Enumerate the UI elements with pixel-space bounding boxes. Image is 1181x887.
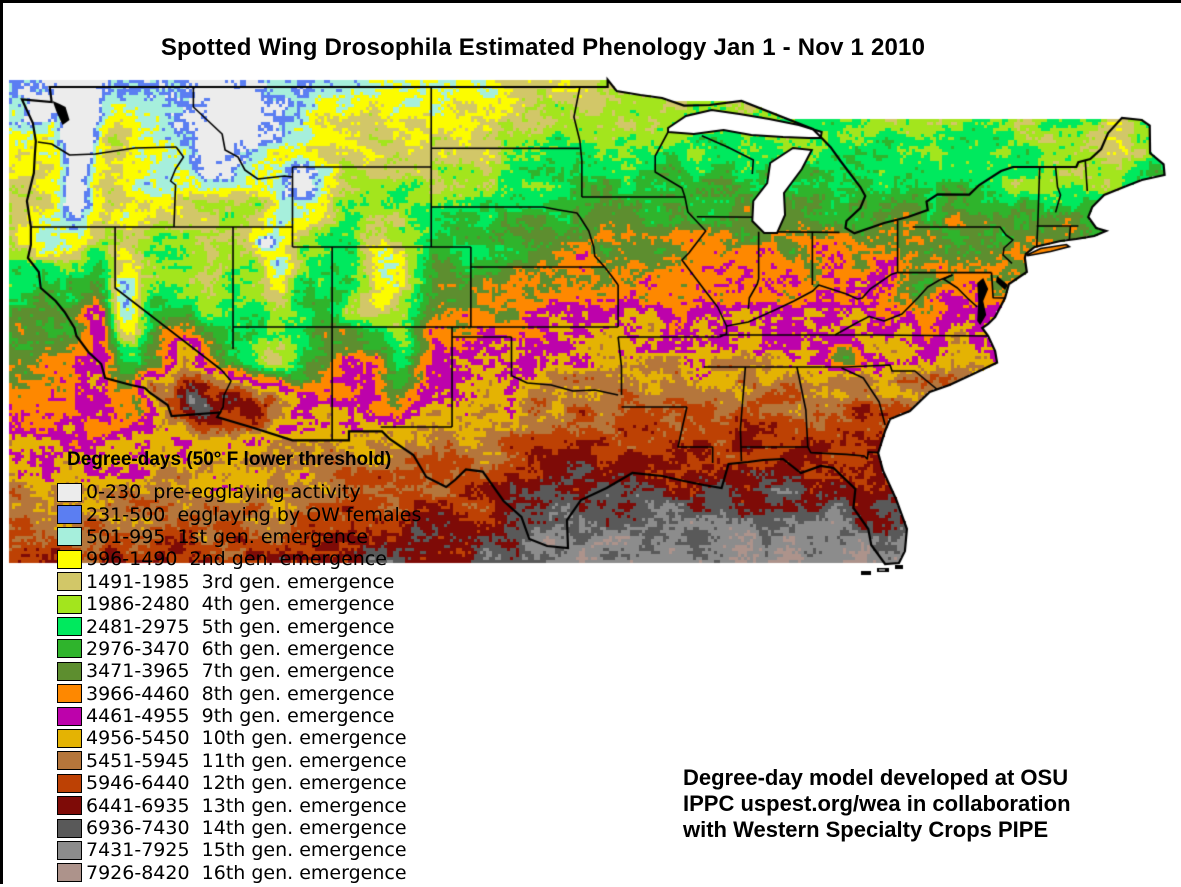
legend-item: 0-230 pre-egglaying activity [57, 481, 421, 503]
legend-item: 1491-1985 3rd gen. emergence [57, 571, 421, 593]
legend-swatch [57, 840, 82, 860]
legend-item: 3471-3965 7th gen. emergence [57, 660, 421, 682]
legend-swatch [57, 572, 82, 592]
credit-line: Degree-day model developed at OSU [683, 765, 1069, 790]
legend-label: 6441-6935 13th gen. emergence [86, 794, 407, 817]
legend-item: 4956-5450 10th gen. emergence [57, 727, 421, 749]
legend-item: 5946-6440 12th gen. emergence [57, 772, 421, 794]
legend-label: 0-230 pre-egglaying activity [86, 481, 361, 504]
legend-item: 5451-5945 11th gen. emergence [57, 750, 421, 772]
legend-label: 3966-4460 8th gen. emergence [86, 682, 395, 705]
legend-swatch [57, 751, 82, 771]
legend-item: 3966-4460 8th gen. emergence [57, 683, 421, 705]
legend-swatch [57, 706, 82, 726]
legend-swatch [57, 549, 82, 569]
legend-label: 5946-6440 12th gen. emergence [86, 772, 407, 795]
legend-item: 1986-2480 4th gen. emergence [57, 593, 421, 615]
legend-swatch [57, 796, 82, 816]
credit-text: Degree-day model developed at OSU IPPC u… [683, 765, 1071, 843]
map-title: Spotted Wing Drosophila Estimated Phenol… [160, 34, 926, 61]
legend-item: 6441-6935 13th gen. emergence [57, 794, 421, 817]
legend-label: 1986-2480 4th gen. emergence [86, 593, 395, 616]
legend-item: 501-995 1st gen. emergence [57, 526, 421, 548]
us-phenology-map [3, 3, 1181, 887]
legend-item: 996-1490 2nd gen. emergence [57, 548, 421, 570]
legend-label: 4956-5450 10th gen. emergence [86, 727, 407, 750]
legend-swatch [57, 728, 82, 748]
legend-label: 231-500 egglaying by OW females [86, 503, 422, 526]
legend-label: 996-1490 2nd gen. emergence [86, 548, 387, 571]
legend-swatch [57, 773, 82, 793]
legend-label: 7431-7925 15th gen. emergence [86, 839, 407, 862]
legend-label: 6936-7430 14th gen. emergence [86, 817, 407, 840]
legend-swatch [57, 527, 82, 547]
legend: Degree-days (50° F lower threshold) 0-23… [57, 449, 421, 884]
credit-line: with Western Specialty Crops PIPE [683, 817, 1049, 842]
legend-label: 5451-5945 11th gen. emergence [86, 749, 407, 772]
legend-swatch [57, 505, 82, 525]
legend-label: 2976-3470 6th gen. emergence [86, 637, 395, 660]
credit-line: IPPC uspest.org/wea in collaboration [683, 791, 1071, 816]
legend-label: 501-995 1st gen. emergence [86, 525, 369, 548]
legend-items: 0-230 pre-egglaying activity 231-500 eggl… [57, 481, 421, 884]
legend-item: 6936-7430 14th gen. emergence [57, 817, 421, 839]
legend-item: 231-500 egglaying by OW females [57, 503, 422, 526]
legend-label: 4461-4955 9th gen. emergence [86, 705, 395, 728]
legend-swatch [57, 594, 82, 614]
legend-item: 2976-3470 6th gen. emergence [57, 638, 421, 660]
legend-item: 2481-2975 5th gen. emergence [57, 615, 421, 638]
legend-label: 1491-1985 3rd gen. emergence [86, 570, 395, 593]
legend-swatch [57, 661, 82, 681]
legend-label: 3471-3965 7th gen. emergence [86, 660, 395, 683]
legend-item: 7926-8420 16th gen. emergence [57, 862, 421, 884]
legend-item: 7431-7925 15th gen. emergence [57, 839, 421, 861]
legend-swatch [57, 639, 82, 659]
legend-swatch [57, 818, 82, 838]
legend-swatch [57, 482, 82, 502]
legend-label: 7926-8420 16th gen. emergence [86, 861, 407, 884]
legend-swatch [57, 617, 82, 637]
legend-title: Degree-days (50° F lower threshold) [67, 449, 392, 470]
legend-label: 2481-2975 5th gen. emergence [86, 615, 395, 638]
legend-swatch [57, 684, 82, 704]
legend-swatch [57, 863, 82, 883]
legend-item: 4461-4955 9th gen. emergence [57, 705, 421, 727]
